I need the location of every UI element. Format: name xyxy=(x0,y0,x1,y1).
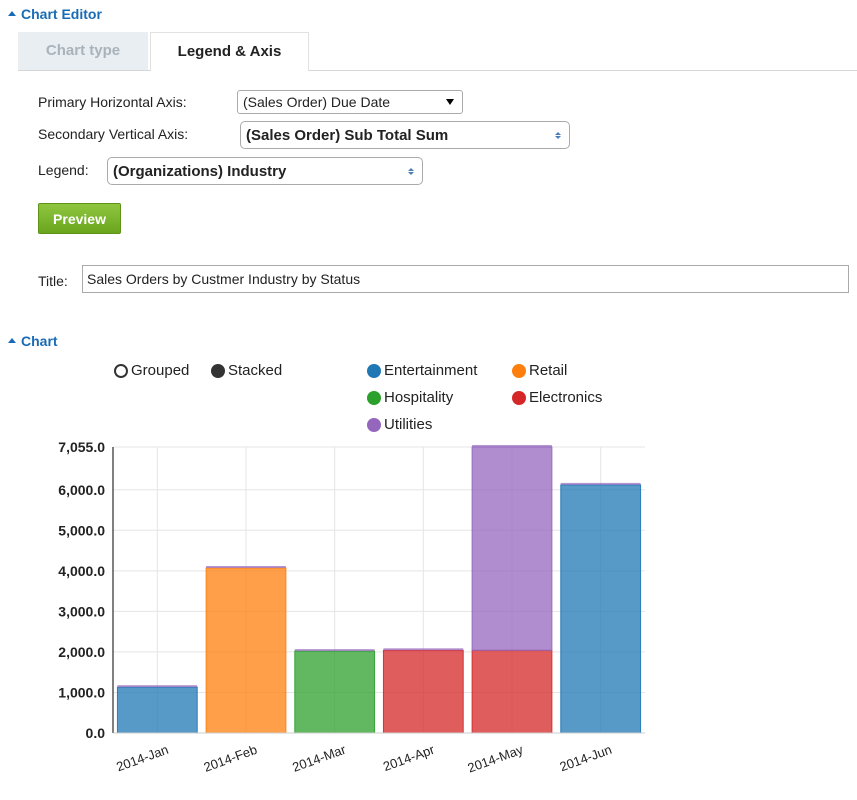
bar-top-accent xyxy=(383,648,464,651)
legend-utilities[interactable]: Utilities xyxy=(367,416,432,433)
bar-electronics-2014-May[interactable] xyxy=(471,649,553,734)
x-tick-label: 2014-Jun xyxy=(558,742,614,775)
y-tick-label: 1,000.0 xyxy=(58,684,105,700)
y-tick-label: 6,000.0 xyxy=(58,482,105,498)
bar-hospitality-2014-Mar[interactable] xyxy=(294,650,376,734)
legend-label: Legend: xyxy=(38,162,89,178)
bar-top-accent xyxy=(294,649,375,652)
legend-select[interactable]: (Organizations) Industry xyxy=(107,157,423,185)
stacked-bar-chart: 0.0 1,000.0 2,000.0 3,000.0 4,000.0 5,000.0 6,… xyxy=(58,439,645,776)
mode-grouped-label: Grouped xyxy=(131,362,190,379)
secondary-axis-label: Secondary Vertical Axis: xyxy=(38,126,189,142)
legend-electronics[interactable]: Electronics xyxy=(512,389,602,406)
radio-filled-icon xyxy=(211,363,225,378)
bar-electronics-2014-Apr[interactable] xyxy=(382,649,464,734)
collapse-caret-icon xyxy=(8,11,16,16)
legend-label-utilities: Utilities xyxy=(384,416,433,433)
series-dot-icon xyxy=(512,390,526,405)
y-tick-label: 2,000.0 xyxy=(58,644,105,660)
secondary-axis-value: (Sales Order) Sub Total Sum xyxy=(246,126,449,144)
legend-label-hospitality: Hospitality xyxy=(384,389,454,406)
bar-entertainment-2014-Jun[interactable] xyxy=(560,484,642,734)
tab-chart-type[interactable]: Chart type xyxy=(18,32,148,70)
legend-label-retail: Retail xyxy=(529,362,568,379)
bar-utilities-2014-May[interactable] xyxy=(471,446,553,651)
primary-axis-select[interactable]: (Sales Order) Due Date xyxy=(237,90,463,114)
y-tick-label: 4,000.0 xyxy=(58,563,105,579)
bar-top-accent xyxy=(560,482,641,485)
legend-retail[interactable]: Retail xyxy=(512,362,567,379)
primary-axis-label: Primary Horizontal Axis: xyxy=(38,94,187,110)
legend-label-electronics: Electronics xyxy=(529,389,603,406)
bar-top-accent xyxy=(206,566,286,569)
tab-legend-axis[interactable]: Legend & Axis xyxy=(150,32,309,71)
chart-editor-header-label: Chart Editor xyxy=(21,6,102,22)
bar-retail-2014-Feb[interactable] xyxy=(205,567,287,734)
radio-empty-icon xyxy=(114,363,128,378)
legend-label-entertainment: Entertainment xyxy=(384,362,478,379)
secondary-axis-select[interactable]: (Sales Order) Sub Total Sum xyxy=(240,121,570,149)
series-dot-icon xyxy=(512,363,526,378)
series-dot-icon xyxy=(367,417,381,432)
editor-tabs: Chart type Legend & Axis xyxy=(18,32,857,71)
chart-section-header-label: Chart xyxy=(21,333,58,349)
chart-title-input[interactable] xyxy=(82,265,849,293)
primary-axis-value: (Sales Order) Due Date xyxy=(243,94,391,110)
y-tick-label: 5,000.0 xyxy=(58,522,105,538)
y-tick-label: 0.0 xyxy=(86,725,106,741)
bar-top-accent xyxy=(117,685,198,688)
legend-hospitality[interactable]: Hospitality xyxy=(367,389,453,406)
chart-editor-header[interactable]: Chart Editor xyxy=(8,6,102,22)
x-tick-label: 2014-Mar xyxy=(290,741,348,774)
y-tick-label: 3,000.0 xyxy=(58,603,105,619)
collapse-caret-icon xyxy=(8,338,16,343)
bar-layer xyxy=(116,445,642,734)
dropdown-arrow-icon xyxy=(446,99,454,105)
title-label: Title: xyxy=(38,273,68,289)
preview-button[interactable]: Preview xyxy=(38,203,121,234)
x-tick-label: 2014-Jan xyxy=(114,742,170,775)
select-updown-icon xyxy=(555,131,561,139)
x-tick-label: 2014-Apr xyxy=(381,741,437,774)
select-updown-icon xyxy=(408,167,414,175)
y-tick-label: 7,055.0 xyxy=(58,439,105,455)
legend-entertainment[interactable]: Entertainment xyxy=(367,362,477,379)
series-dot-icon xyxy=(367,363,381,378)
mode-stacked-option[interactable]: Stacked xyxy=(211,362,282,379)
bar-top-accent xyxy=(472,445,552,447)
chart-section-header[interactable]: Chart xyxy=(8,333,58,349)
series-dot-icon xyxy=(367,390,381,405)
x-tick-label: 2014-May xyxy=(466,742,526,776)
x-tick-label: 2014-Feb xyxy=(202,742,259,775)
bar-entertainment-2014-Jan[interactable] xyxy=(116,686,198,734)
legend-value: (Organizations) Industry xyxy=(113,162,287,180)
mode-grouped-option[interactable]: Grouped xyxy=(114,362,189,379)
mode-stacked-label: Stacked xyxy=(228,362,283,379)
